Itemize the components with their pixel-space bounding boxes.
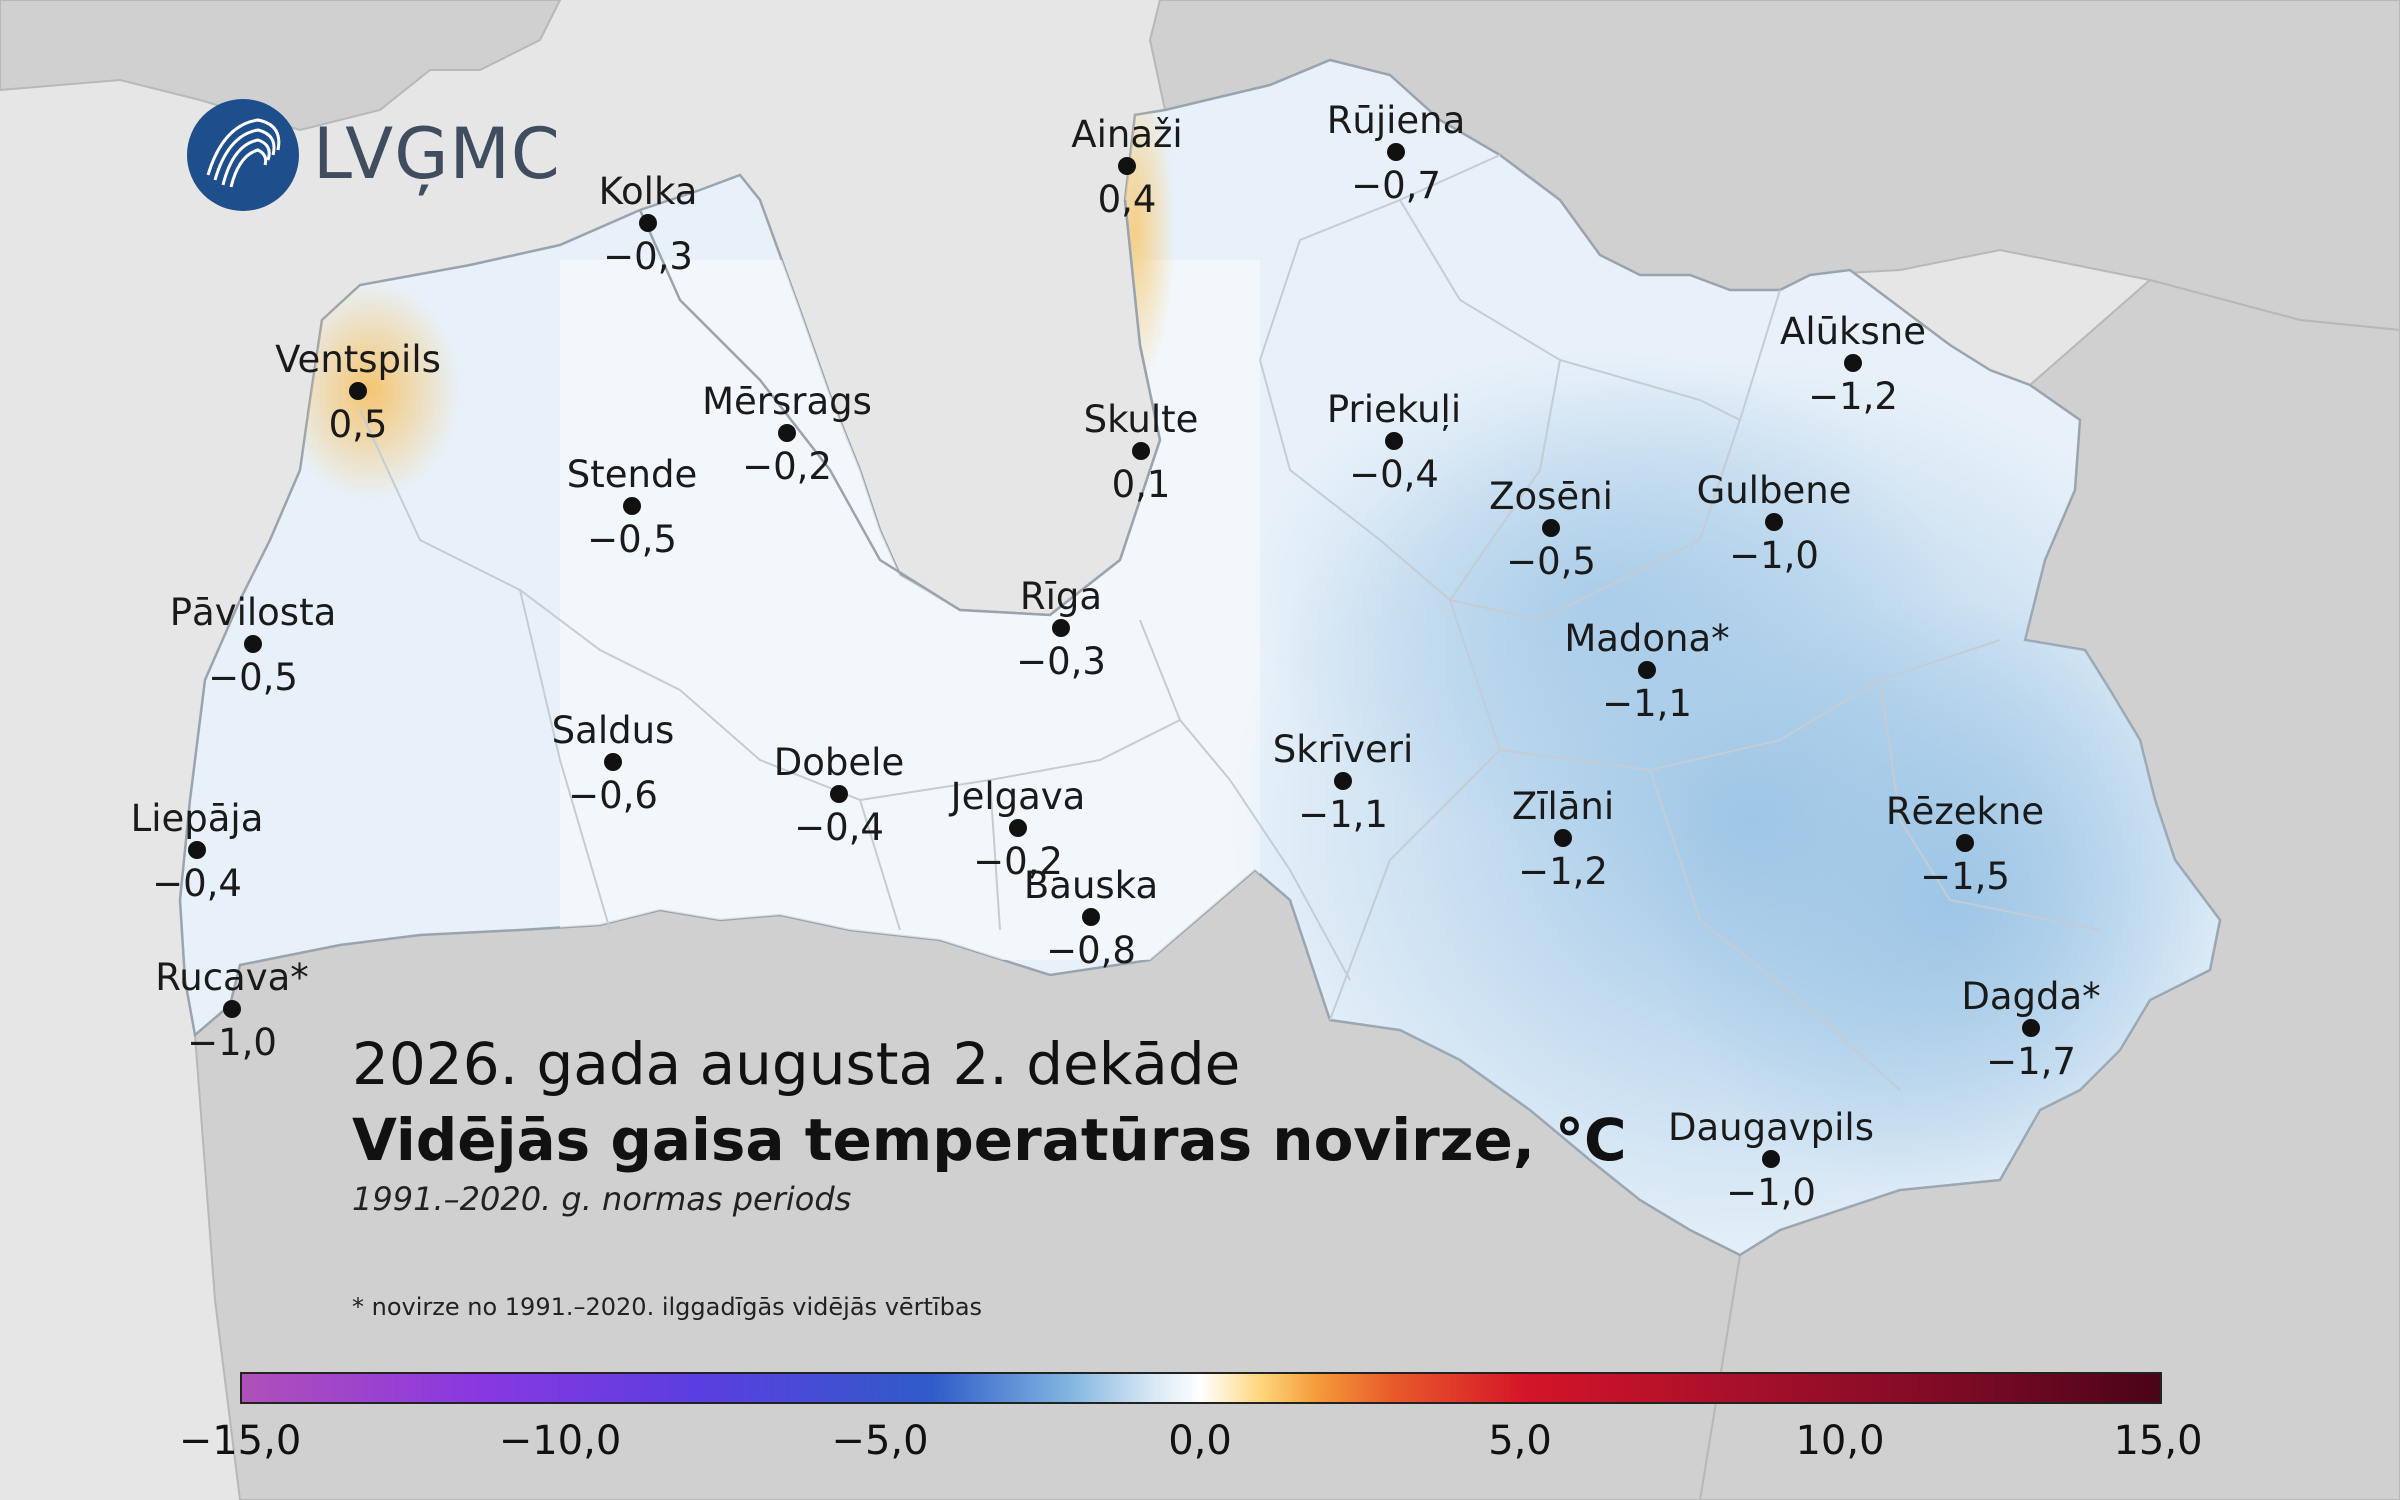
- station-name: Alūksne: [1780, 310, 1926, 353]
- station-name: Rūjiena: [1326, 99, 1466, 142]
- station-value: −1,5: [1920, 855, 2010, 898]
- station-value: −0,5: [208, 656, 298, 699]
- station-value: −1,1: [1602, 682, 1692, 725]
- map-title: Vidējās gaisa temperatūras novirze, °C: [352, 1106, 1627, 1174]
- colorbar-tick: 0,0: [1168, 1418, 1232, 1464]
- station-name: Dagda*: [1961, 975, 2101, 1018]
- station-dot: [1334, 772, 1352, 790]
- station-value: −1,2: [1808, 375, 1898, 418]
- station-dot: [1762, 1150, 1780, 1168]
- station-dot: [1956, 834, 1974, 852]
- station-value: −1,0: [1726, 1171, 1816, 1214]
- station-name: Bauska: [1023, 864, 1159, 907]
- station-value: −0,4: [794, 806, 884, 849]
- station-value: −0,2: [973, 840, 1063, 883]
- station-name: Rīga: [1019, 575, 1103, 618]
- station-dot: [1554, 829, 1572, 847]
- station-name: Gulbene: [1696, 469, 1852, 512]
- station-value: −1,0: [187, 1021, 277, 1064]
- station-dot: [623, 497, 641, 515]
- colorbar-tick: 15,0: [2113, 1418, 2203, 1464]
- colorbar-tick: 5,0: [1488, 1418, 1552, 1464]
- station-value: −0,2: [742, 445, 832, 488]
- station-value: −0,7: [1351, 164, 1441, 207]
- station-name: Saldus: [551, 709, 675, 752]
- station-value: 0,5: [328, 403, 388, 446]
- station-dot: [778, 424, 796, 442]
- station-name: Skulte: [1083, 398, 1199, 441]
- station-value: −0,3: [1016, 640, 1106, 683]
- station-dot: [188, 841, 206, 859]
- station-dot: [1542, 519, 1560, 537]
- station-name: Pāvilosta: [169, 591, 337, 634]
- lvgmc-logo: LVĢMC: [183, 95, 563, 215]
- station-value: −0,8: [1046, 929, 1136, 972]
- footnote: * novirze no 1991.–2020. ilggadīgās vidē…: [352, 1293, 983, 1321]
- station-value: −0,5: [587, 518, 677, 561]
- station-name: Skrīveri: [1272, 728, 1414, 771]
- station-name: Stende: [566, 453, 698, 496]
- station-value: −1,0: [1729, 534, 1819, 577]
- station-name: Liepāja: [130, 797, 264, 840]
- station-name: Madona*: [1564, 617, 1730, 660]
- colorbar-tick: −15,0: [178, 1418, 302, 1464]
- station-value: 0,4: [1097, 178, 1157, 221]
- station-name: Rēzekne: [1885, 790, 2045, 833]
- station-dot: [1132, 442, 1150, 460]
- station-value: −0,4: [1349, 453, 1439, 496]
- colorbar-tick: −5,0: [831, 1418, 929, 1464]
- island-land: [0, 0, 562, 132]
- station-value: −1,2: [1518, 850, 1608, 893]
- colorbar-tick: −10,0: [498, 1418, 622, 1464]
- station-dot: [349, 382, 367, 400]
- station-dot: [639, 214, 657, 232]
- station-name: Rucava*: [155, 956, 309, 999]
- station-dot: [1385, 432, 1403, 450]
- temperature-field: [280, 70, 2220, 1255]
- station-dot: [223, 1000, 241, 1018]
- station-name: Priekuļi: [1326, 388, 1462, 431]
- map-period: 2026. gada augusta 2. dekāde: [352, 1030, 1241, 1098]
- station-dot: [1082, 908, 1100, 926]
- title-block: 2026. gada augusta 2. dekāde Vidējās gai…: [352, 1030, 1627, 1218]
- station-value: −0,3: [603, 235, 693, 278]
- station-dot: [1765, 513, 1783, 531]
- map-subtitle: 1991.–2020. g. normas periods: [352, 1180, 852, 1218]
- station-dot: [1118, 157, 1136, 175]
- station-name: Mērsrags: [702, 380, 872, 423]
- station-value: 0,1: [1111, 463, 1171, 506]
- station-name: Zīlāni: [1511, 785, 1615, 828]
- station-dot: [604, 753, 622, 771]
- station-value: −0,6: [568, 774, 658, 817]
- station-value: −0,5: [1506, 540, 1596, 583]
- station-dot: [1009, 819, 1027, 837]
- colorbar-tick: 10,0: [1795, 1418, 1885, 1464]
- station-name: Dobele: [773, 741, 905, 784]
- station-dot: [1052, 619, 1070, 637]
- station-dot: [244, 635, 262, 653]
- district-borders: [359, 154, 2101, 1091]
- station-name: Daugavpils: [1668, 1106, 1874, 1149]
- gulf-coastline: [638, 199, 1162, 617]
- station-name: Zosēni: [1489, 475, 1613, 518]
- station-dot: [830, 785, 848, 803]
- station-dot: [1844, 354, 1862, 372]
- station-dot: [1387, 143, 1405, 161]
- station-name: Ainaži: [1071, 113, 1183, 156]
- station-dot: [2022, 1019, 2040, 1037]
- logo-text: LVĢMC: [313, 113, 561, 195]
- station-dot: [1638, 661, 1656, 679]
- colorbar: [240, 1372, 2162, 1404]
- station-value: −0,4: [152, 862, 242, 905]
- station-name: Jelgava: [950, 775, 1086, 818]
- station-name: Ventspils: [275, 338, 441, 381]
- lvgmc-wave-icon: [187, 99, 299, 211]
- station-value: −1,1: [1298, 793, 1388, 836]
- station-name: Kolka: [598, 170, 698, 213]
- station-value: −1,7: [1986, 1040, 2076, 1083]
